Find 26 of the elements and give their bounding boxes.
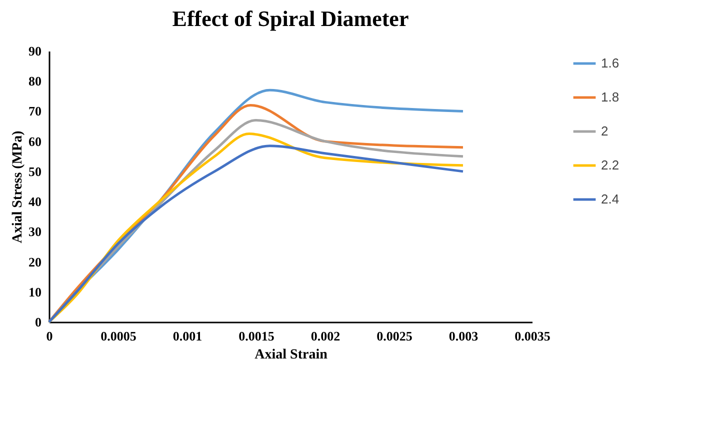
- y-tick-label: 50: [28, 164, 42, 179]
- y-tick-label: 30: [28, 224, 42, 240]
- chart-title: Effect of Spiral Diameter: [172, 6, 409, 31]
- y-tick-label: 60: [28, 134, 42, 149]
- x-tick-label: 0.001: [172, 328, 202, 344]
- x-tick-label: 0.002: [310, 328, 340, 344]
- y-tick-label: 40: [28, 194, 42, 210]
- y-tick-label: 20: [28, 254, 42, 270]
- x-tick-label: 0.0005: [100, 328, 137, 344]
- x-axis-title: Axial Strain: [254, 348, 328, 362]
- y-tick-label: 70: [28, 104, 42, 119]
- legend-label: 1.6: [601, 56, 620, 70]
- y-tick-label: 0: [35, 314, 42, 330]
- y-tick-label: 10: [28, 284, 42, 300]
- legend-label: 2: [601, 124, 608, 138]
- legend-label: 2.4: [601, 192, 620, 206]
- legend-label: 1.8: [601, 90, 620, 104]
- x-tick-label: 0.003: [448, 328, 479, 344]
- x-tick-label: 0: [46, 328, 53, 344]
- y-tick-label: 80: [28, 74, 42, 89]
- y-axis-title: Axial Stress (MPa): [10, 130, 26, 244]
- y-tick-label: 90: [28, 44, 42, 58]
- x-tick-label: 0.0035: [514, 328, 551, 344]
- x-tick-label: 0.0015: [238, 328, 275, 344]
- legend-label: 2.2: [601, 158, 620, 172]
- x-tick-label: 0.0025: [376, 328, 413, 344]
